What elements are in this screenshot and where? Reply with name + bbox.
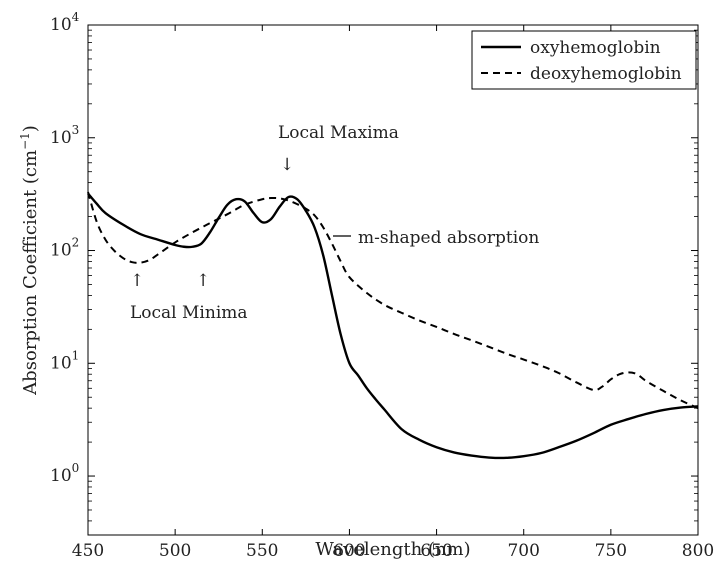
x-tick-label: 500 xyxy=(159,541,191,559)
plot-frame xyxy=(87,24,699,536)
y-tick-label: 101 xyxy=(50,348,79,373)
annotation-local-maxima-arrow: ↓ xyxy=(280,155,294,175)
legend-label-deoxyhemoglobin: deoxyhemoglobin xyxy=(530,64,682,84)
y-tick-label: 104 xyxy=(50,10,80,35)
x-tick-label: 800 xyxy=(682,541,714,559)
annotation-m-shaped-text: m-shaped absorption xyxy=(358,228,539,248)
x-tick-label: 600 xyxy=(333,541,365,559)
x-tick-label: 700 xyxy=(507,541,539,559)
y-axis-label-main: Absorption Coefficient (cm xyxy=(20,150,41,396)
annotation-local-maxima-text: Local Maxima xyxy=(278,123,399,143)
y-axis-label: Absorption Coefficient (cm−1) xyxy=(18,125,41,396)
y-axis-label-close: ) xyxy=(20,125,41,132)
x-axis-label: Wavelength (nm) xyxy=(315,539,470,559)
annotation-local-minima: ↑ ↑ Local Minima xyxy=(130,271,248,323)
x-tick-label: 550 xyxy=(246,541,278,559)
series-line-deoxyhemoglobin xyxy=(87,191,699,410)
y-tick-label: 100 xyxy=(50,461,79,486)
legend-label-oxyhemoglobin: oxyhemoglobin xyxy=(530,38,661,58)
annotation-m-shaped: m-shaped absorption xyxy=(333,228,539,248)
y-tick-label: 103 xyxy=(50,123,79,148)
series-line-oxyhemoglobin xyxy=(87,192,699,460)
annotation-local-minima-arrow-2: ↑ xyxy=(196,271,210,291)
x-axis-ticks: 450 500 550 600 650 700 750 800 xyxy=(72,25,714,561)
x-tick-label: 750 xyxy=(595,541,627,559)
x-tick-label: 450 xyxy=(72,541,104,559)
y-axis-label-sup: −1 xyxy=(18,132,32,150)
annotation-local-maxima: Local Maxima ↓ xyxy=(278,123,399,175)
legend: oxyhemoglobin deoxyhemoglobin xyxy=(471,30,697,90)
legend-box xyxy=(471,30,697,90)
annotation-local-minima-arrow-1: ↑ xyxy=(130,271,144,291)
series-layer xyxy=(87,191,699,460)
y-axis-ticks: 100 101 102 103 104 xyxy=(50,10,698,536)
annotation-local-minima-text: Local Minima xyxy=(130,303,248,323)
x-tick-label: 650 xyxy=(420,541,452,559)
y-tick-label: 102 xyxy=(50,236,79,261)
